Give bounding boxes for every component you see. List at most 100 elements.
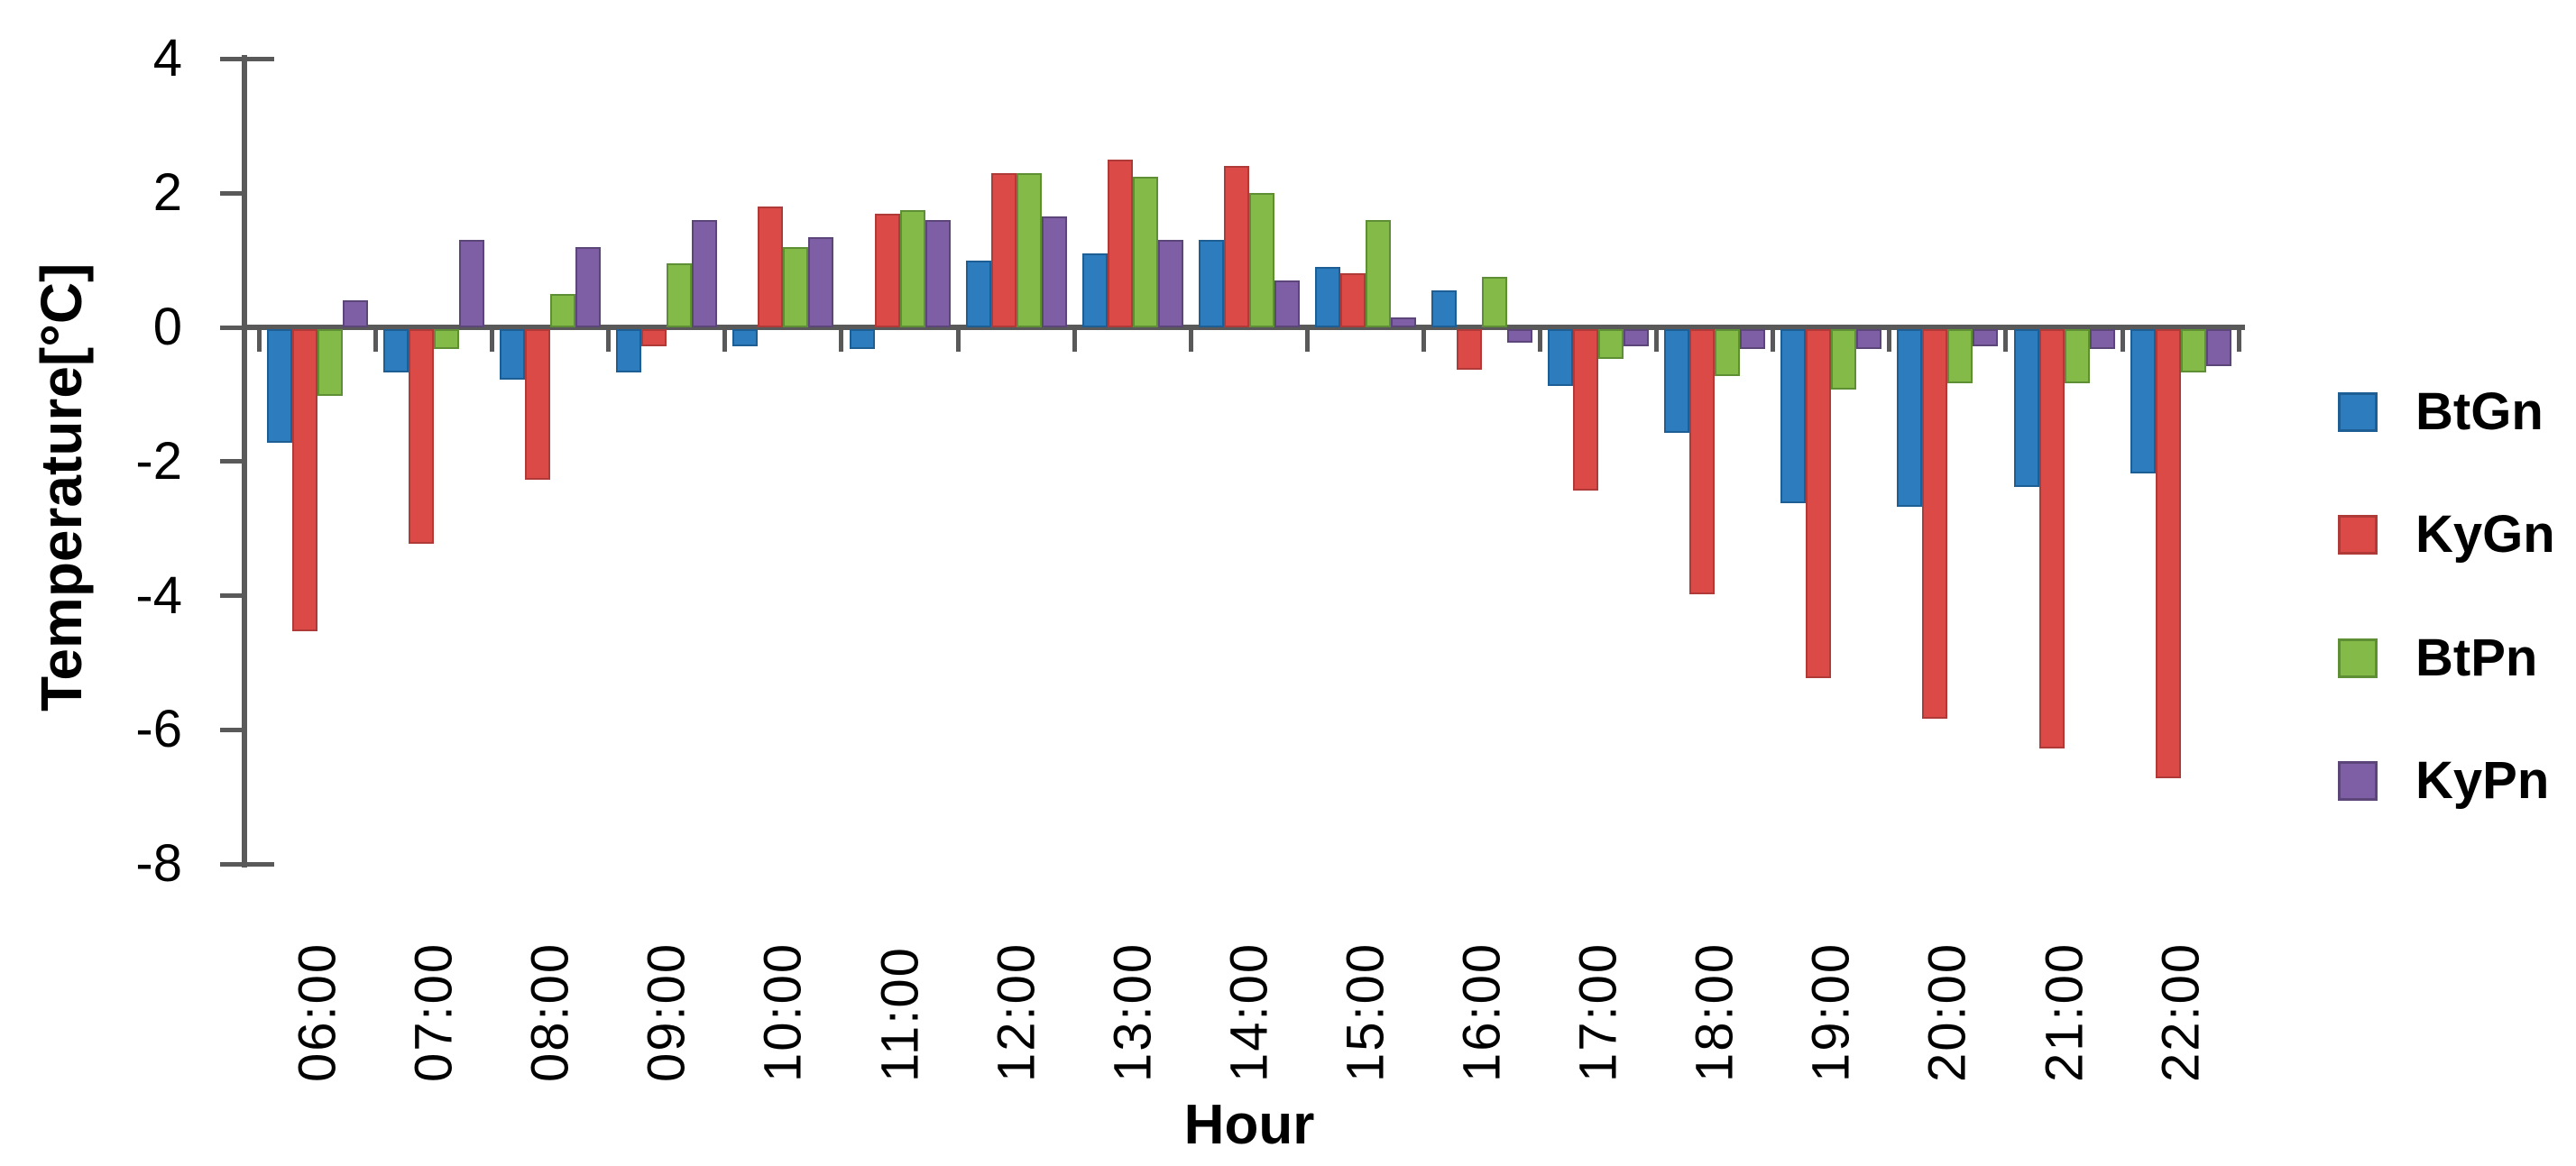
bar-btpn-06:00 xyxy=(317,329,343,397)
bar-kygn-13:00 xyxy=(1107,160,1133,327)
bar-btpn-21:00 xyxy=(2064,329,2090,383)
bar-btgn-07:00 xyxy=(383,329,409,373)
legend-label-btpn: BtPn xyxy=(2415,629,2538,687)
bar-btgn-19:00 xyxy=(1780,329,1807,504)
bar-btgn-15:00 xyxy=(1314,267,1340,327)
bar-kypn-07:00 xyxy=(459,240,485,327)
x-axis-tick xyxy=(606,327,612,352)
bar-kypn-14:00 xyxy=(1274,280,1300,327)
bar-kypn-06:00 xyxy=(343,300,368,327)
bar-btgn-11:00 xyxy=(849,329,875,350)
bar-kygn-08:00 xyxy=(525,329,551,481)
bar-kygn-14:00 xyxy=(1223,166,1249,327)
bar-kygn-12:00 xyxy=(990,172,1017,327)
bar-kypn-20:00 xyxy=(1973,329,1999,346)
bar-btgn-10:00 xyxy=(732,329,759,346)
legend-swatch-btgn xyxy=(2338,392,2378,432)
bar-kypn-15:00 xyxy=(1390,317,1416,327)
x-axis-tick xyxy=(490,327,495,352)
bar-btpn-12:00 xyxy=(1016,172,1042,327)
bar-kypn-18:00 xyxy=(1740,329,1766,350)
bar-btgn-08:00 xyxy=(500,329,526,380)
x-tick-label: 22:00 xyxy=(2151,941,2211,1082)
bar-btgn-13:00 xyxy=(1081,253,1108,327)
x-axis-tick xyxy=(1072,327,1077,352)
y-tick-label: -8 xyxy=(135,834,182,894)
y-axis-tick xyxy=(220,56,274,61)
bar-btgn-12:00 xyxy=(965,260,991,327)
y-axis-tick xyxy=(220,190,244,196)
bar-kygn-09:00 xyxy=(641,329,667,346)
x-tick-label: 15:00 xyxy=(1336,941,1395,1082)
x-axis-tick xyxy=(2120,327,2125,352)
x-tick-label: 10:00 xyxy=(753,941,813,1082)
x-axis-tick xyxy=(1654,327,1660,352)
bar-btpn-08:00 xyxy=(550,293,576,327)
x-axis-line xyxy=(242,325,2246,330)
bar-kypn-19:00 xyxy=(1856,329,1882,350)
bar-kypn-08:00 xyxy=(575,246,602,327)
bar-kypn-22:00 xyxy=(2205,329,2231,366)
y-axis-tick xyxy=(220,861,274,867)
x-tick-label: 14:00 xyxy=(1219,941,1279,1082)
x-tick-label: 09:00 xyxy=(637,941,696,1082)
x-tick-label: 07:00 xyxy=(404,941,464,1082)
y-axis-tick xyxy=(220,459,244,464)
bar-kypn-13:00 xyxy=(1157,240,1183,327)
bar-btpn-07:00 xyxy=(434,329,460,350)
bar-btgn-16:00 xyxy=(1431,290,1457,327)
y-tick-label: -2 xyxy=(135,431,182,491)
x-tick-label: 17:00 xyxy=(1569,941,1628,1082)
bar-btpn-15:00 xyxy=(1365,219,1391,327)
bar-kygn-10:00 xyxy=(758,207,784,327)
x-axis-tick xyxy=(373,327,379,352)
bar-kypn-10:00 xyxy=(808,236,834,327)
x-axis-tick xyxy=(2003,327,2009,352)
bar-btpn-18:00 xyxy=(1715,329,1741,377)
bar-btgn-20:00 xyxy=(1897,329,1923,508)
bar-btgn-21:00 xyxy=(2013,329,2039,487)
y-tick-label: 2 xyxy=(152,163,182,223)
legend-label-btgn: BtGn xyxy=(2415,382,2544,441)
bar-btpn-19:00 xyxy=(1831,329,1857,390)
bar-btgn-18:00 xyxy=(1664,329,1690,434)
x-axis-tick xyxy=(722,327,728,352)
legend-label-kypn: KyPn xyxy=(2415,751,2550,810)
x-tick-label: 06:00 xyxy=(288,941,347,1082)
x-axis-tick xyxy=(2236,327,2241,352)
bar-btpn-10:00 xyxy=(783,246,809,327)
bar-btpn-13:00 xyxy=(1132,176,1158,327)
x-axis-tick xyxy=(839,327,844,352)
x-axis-tick xyxy=(1538,327,1543,352)
bar-kygn-18:00 xyxy=(1689,329,1716,594)
x-axis-tick xyxy=(1304,327,1310,352)
bar-btgn-22:00 xyxy=(2130,329,2156,473)
legend-swatch-btpn xyxy=(2338,638,2378,678)
bar-btpn-14:00 xyxy=(1248,193,1274,327)
legend-swatch-kypn xyxy=(2338,761,2378,801)
bar-kypn-16:00 xyxy=(1507,329,1532,343)
x-tick-label: 16:00 xyxy=(1452,941,1512,1082)
y-tick-label: -4 xyxy=(135,565,182,625)
x-tick-label: 20:00 xyxy=(1918,941,1977,1082)
bar-kygn-16:00 xyxy=(1457,329,1482,370)
y-tick-label: 0 xyxy=(152,298,182,356)
bar-kypn-12:00 xyxy=(1041,216,1067,327)
bar-kygn-06:00 xyxy=(292,329,317,631)
x-tick-label: 08:00 xyxy=(520,941,580,1082)
bar-kypn-21:00 xyxy=(2089,329,2115,350)
x-tick-label: 19:00 xyxy=(1801,941,1861,1082)
x-tick-label: 12:00 xyxy=(987,941,1046,1082)
bar-kygn-22:00 xyxy=(2155,329,2181,779)
bar-btpn-09:00 xyxy=(667,263,693,327)
x-tick-label: 13:00 xyxy=(1103,941,1163,1082)
y-tick-label: 4 xyxy=(152,29,182,88)
y-axis-tick xyxy=(220,727,244,732)
bar-btgn-17:00 xyxy=(1548,329,1574,387)
legend-label-kygn: KyGn xyxy=(2415,505,2555,564)
bar-btgn-14:00 xyxy=(1198,240,1224,327)
bar-kypn-09:00 xyxy=(692,219,718,327)
x-tick-label: 18:00 xyxy=(1685,941,1744,1082)
legend-swatch-kygn xyxy=(2338,515,2378,555)
x-axis-tick xyxy=(256,327,262,352)
